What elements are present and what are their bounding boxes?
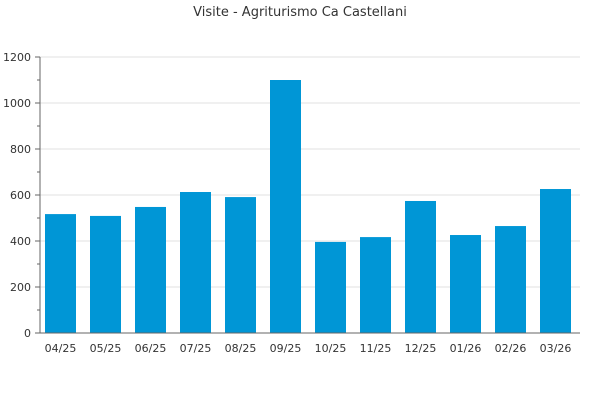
x-tick-label: 07/25 xyxy=(180,342,212,355)
x-tick-label: 11/25 xyxy=(360,342,392,355)
x-tick-label: 03/26 xyxy=(540,342,572,355)
x-tick-labels: 04/25 05/25 06/25 07/25 08/25 09/25 10/25 11/25… xyxy=(45,342,572,355)
y-tick-label: 400 xyxy=(10,235,31,248)
x-tick-label: 10/25 xyxy=(315,342,347,355)
x-tick-label: 06/25 xyxy=(135,342,167,355)
bar-07/25 xyxy=(180,192,211,333)
x-tick-label: 05/25 xyxy=(90,342,122,355)
y-tick-label: 600 xyxy=(10,189,31,202)
y-tick-label: 200 xyxy=(10,281,31,294)
bar-12/25 xyxy=(405,200,436,333)
y-tick-label: 1000 xyxy=(3,97,31,110)
bar-06/25 xyxy=(135,206,166,333)
y-tick-label: 0 xyxy=(24,327,31,340)
bars xyxy=(45,80,571,333)
x-tick-label: 12/25 xyxy=(405,342,437,355)
bar-11/25 xyxy=(360,237,391,333)
gridlines xyxy=(40,56,580,288)
y-tick-label: 800 xyxy=(10,143,31,156)
bar-08/25 xyxy=(225,197,256,333)
bar-02/26 xyxy=(495,226,526,333)
y-tick-label: 1200 xyxy=(3,51,31,64)
x-tick-label: 04/25 xyxy=(45,342,77,355)
bar-09/25 xyxy=(270,80,301,333)
y-tick-labels: 0 200 400 600 800 1000 1200 xyxy=(3,51,31,340)
bar-05/25 xyxy=(90,215,121,333)
axes xyxy=(35,56,580,334)
bar-04/25 xyxy=(45,214,76,333)
bar-03/26 xyxy=(540,189,571,333)
x-tick-label: 09/25 xyxy=(270,342,302,355)
bar-10/25 xyxy=(315,241,346,333)
chart-title: Visite - Agriturismo Ca Castellani xyxy=(193,5,407,20)
x-tick-label: 02/26 xyxy=(495,342,527,355)
x-tick-label: 08/25 xyxy=(225,342,257,355)
x-tick-label: 01/26 xyxy=(450,342,482,355)
bar-01/26 xyxy=(450,235,481,333)
